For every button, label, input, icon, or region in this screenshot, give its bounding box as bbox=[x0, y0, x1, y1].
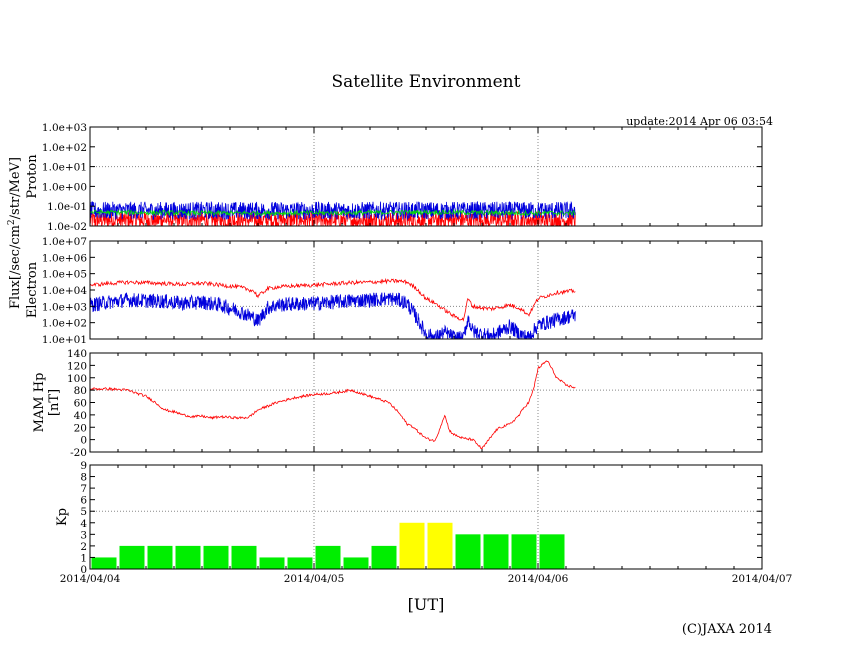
y-tick-label: 1.0e+02 bbox=[42, 318, 87, 330]
panels-group: 1.0e-021.0e-011.0e+001.0e+011.0e+021.0e+… bbox=[7, 122, 792, 585]
kp-bar bbox=[343, 557, 369, 569]
y-tick-label: 1.0e+06 bbox=[42, 252, 87, 264]
y-tick-label: 1.0e+01 bbox=[42, 162, 87, 174]
y-tick-label: 7 bbox=[80, 483, 87, 495]
kp-bar bbox=[147, 545, 173, 569]
chart-title: Satellite Environment bbox=[332, 72, 521, 92]
panel-proton: 1.0e-02 1.0e-01 1.0e+00 1.0e+01 1.0e+02 1.0e+… bbox=[25, 122, 763, 233]
copyright: (C)JAXA 2014 bbox=[682, 622, 772, 637]
y-tick-label: 1.0e+03 bbox=[42, 122, 87, 134]
y-tick-label: 1.0e+02 bbox=[42, 142, 87, 154]
x-tick-label: 2014/04/04 bbox=[60, 573, 121, 585]
y-axis-label-flux: Flux[/sec/cm2/str/MeV] bbox=[7, 157, 23, 309]
kp-bar bbox=[259, 557, 285, 569]
kp-bar bbox=[455, 534, 481, 569]
x-axis-label: [UT] bbox=[408, 595, 445, 614]
y-tick-label: 6 bbox=[80, 495, 87, 507]
kp-bar bbox=[287, 557, 313, 569]
y-tick-label: 4 bbox=[80, 518, 87, 530]
x-tick-label: 2014/04/05 bbox=[284, 573, 345, 585]
y-tick-label: -20 bbox=[70, 447, 87, 459]
y-tick-label: 40 bbox=[74, 410, 87, 422]
kp-data bbox=[91, 522, 565, 569]
y-tick-label: 1.0e+05 bbox=[42, 269, 87, 281]
y-tick-label: 2 bbox=[80, 541, 87, 553]
update-timestamp: update:2014 Apr 06 03:54 bbox=[626, 115, 773, 128]
y-axis-label-electron: Electron bbox=[25, 261, 40, 318]
y-tick-label: 60 bbox=[74, 398, 87, 410]
mam-data bbox=[90, 360, 576, 450]
x-tick-label: 2014/04/07 bbox=[732, 573, 793, 585]
kp-bar bbox=[91, 557, 117, 569]
kp-bar bbox=[231, 545, 257, 569]
y-tick-label: 1.0e+01 bbox=[42, 334, 87, 346]
proton-data bbox=[90, 200, 576, 226]
y-tick-label: 1 bbox=[80, 552, 87, 564]
kp-bar bbox=[315, 545, 341, 569]
proton-series-green bbox=[90, 208, 576, 217]
y-tick-label: 120 bbox=[67, 360, 87, 372]
y-tick-label: 5 bbox=[80, 506, 87, 518]
y-tick-label: 1.0e-02 bbox=[47, 221, 87, 233]
proton-series-blue bbox=[90, 200, 576, 221]
kp-bar bbox=[511, 534, 537, 569]
y-tick-label: 1.0e-01 bbox=[47, 201, 87, 213]
y-tick-label: 80 bbox=[74, 385, 87, 397]
y-axis-label-proton: Proton bbox=[25, 154, 40, 199]
y-tick-label: 1.0e+04 bbox=[42, 285, 87, 297]
y-axis-unit-mam: [nT] bbox=[47, 389, 62, 416]
y-tick-label: 100 bbox=[67, 373, 87, 385]
y-tick-label: 20 bbox=[74, 422, 87, 434]
electron-series-red bbox=[90, 277, 576, 322]
y-tick-label: 1.0e+00 bbox=[42, 181, 87, 193]
y-tick-label: 0 bbox=[80, 564, 87, 576]
y-tick-label: 140 bbox=[67, 348, 87, 360]
kp-bar bbox=[119, 545, 145, 569]
electron-series-blue bbox=[90, 292, 576, 339]
y-tick-label: 9 bbox=[80, 460, 87, 472]
kp-bar bbox=[371, 545, 397, 569]
x-tick-label: 2014/04/06 bbox=[508, 573, 569, 585]
y-axis-label-mam: MAM Hp bbox=[32, 373, 47, 433]
y-tick-label: 8 bbox=[80, 472, 87, 484]
y-axis-label-kp: Kp bbox=[55, 508, 70, 526]
panel-electron: 1.0e+01 1.0e+02 1.0e+03 1.0e+04 1.0e+05 1.0e+… bbox=[25, 236, 763, 346]
kp-bar bbox=[483, 534, 509, 569]
kp-bar bbox=[175, 545, 201, 569]
kp-bar bbox=[427, 522, 453, 569]
kp-bar bbox=[399, 522, 425, 569]
y-tick-label: 1.0e+03 bbox=[42, 301, 87, 313]
kp-bar bbox=[203, 545, 229, 569]
mam-series-MAM Hp bbox=[90, 360, 576, 450]
kp-bar bbox=[539, 534, 565, 569]
y-tick-label: 1.0e+07 bbox=[42, 236, 87, 248]
y-tick-label: 3 bbox=[80, 529, 87, 541]
y-tick-label: 0 bbox=[80, 435, 87, 447]
electron-data bbox=[90, 277, 576, 339]
